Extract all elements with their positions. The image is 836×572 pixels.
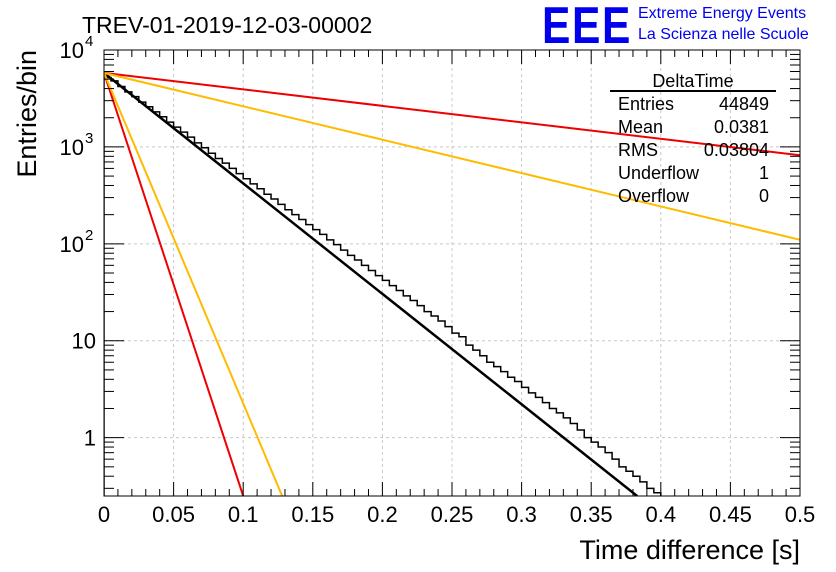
tick-labels: 0 0.05 0.1 0.15 0.2 0.25 0.3 0.35 0.4 0.45 0.51101…: [60, 33, 816, 527]
eee-logo: EEE: [542, 0, 632, 55]
x-tick-label: 0.45: [709, 502, 752, 527]
stats-label-underflow: Underflow: [618, 163, 700, 183]
x-tick-label: 0.15: [291, 502, 334, 527]
y-tick-exponent: 4: [85, 33, 93, 50]
y-tick-label: 10: [60, 38, 84, 63]
stats-label-rms: RMS: [618, 140, 658, 160]
y-tick-label: 10: [72, 329, 96, 354]
stats-value-mean: 0.0381: [714, 117, 769, 137]
y-tick-label: 1: [84, 426, 96, 451]
fit-line-3: [104, 72, 245, 496]
x-tick-label: 0.05: [152, 502, 195, 527]
x-tick-label: 0.35: [570, 502, 613, 527]
y-axis-title: Entries/bin: [12, 50, 42, 178]
x-axis-title: Time difference [s]: [579, 535, 800, 565]
y-tick-label: 10: [60, 232, 84, 257]
stats-label-mean: Mean: [618, 117, 663, 137]
fit-lines: [104, 71, 800, 496]
chart-title: TREV-01-2019-12-03-00002: [82, 12, 372, 38]
y-tick-exponent: 3: [85, 130, 93, 147]
x-tick-label: 0.2: [367, 502, 398, 527]
logo-subtitle-line1: Extreme Energy Events: [638, 5, 806, 22]
fit-line-4: [104, 72, 284, 496]
fit-line-0: [104, 71, 638, 496]
axis-ticks: [103, 49, 801, 496]
stats-label-entries: Entries: [618, 94, 674, 114]
x-tick-label: 0.5: [785, 502, 816, 527]
x-tick-label: 0.25: [431, 502, 474, 527]
y-tick-exponent: 2: [85, 227, 93, 244]
histogram-outline: [104, 76, 662, 496]
y-tick-label: 10: [60, 135, 84, 160]
stats-label-overflow: Overflow: [618, 186, 690, 206]
logo-subtitle-line2: La Scienza nelle Scuole: [638, 26, 809, 43]
stats-value-overflow: 0: [759, 186, 769, 206]
x-tick-label: 0.3: [506, 502, 537, 527]
x-tick-label: 0.1: [228, 502, 259, 527]
stats-value-rms: 0.03804: [704, 140, 769, 160]
stats-box-title: DeltaTime: [652, 71, 733, 91]
stats-box: DeltaTime Entries 44849 Mean 0.0381 RMS …: [610, 71, 776, 206]
x-tick-label: 0: [98, 502, 110, 527]
x-tick-label: 0.4: [646, 502, 677, 527]
fit-line-1: [104, 71, 800, 157]
histogram: [104, 76, 662, 496]
stats-value-entries: 44849: [719, 94, 769, 114]
stats-value-underflow: 1: [759, 163, 769, 183]
fit-line-2: [104, 71, 800, 241]
